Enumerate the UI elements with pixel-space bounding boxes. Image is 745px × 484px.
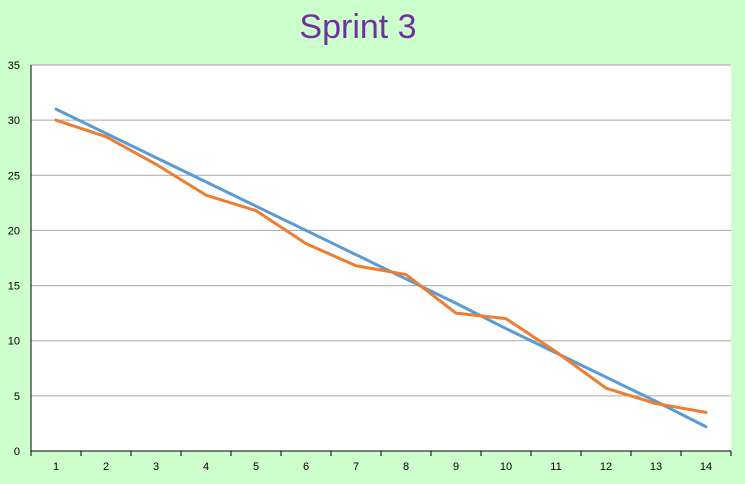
y-tick-label: 5	[14, 391, 20, 403]
x-tick-label: 10	[500, 461, 512, 473]
y-tick-label: 30	[8, 115, 20, 127]
chart-title: Sprint 3	[299, 8, 416, 46]
series-line-1	[54, 107, 708, 429]
series-lines	[54, 107, 708, 429]
gridlines	[31, 64, 731, 397]
y-tick-label: 35	[8, 60, 20, 72]
y-tick-label: 10	[8, 336, 20, 348]
x-tick-label: 6	[303, 461, 309, 473]
series-line-2	[54, 118, 708, 414]
x-tick-label: 1	[53, 461, 59, 473]
x-tick-label: 4	[203, 461, 209, 473]
y-tick-label: 15	[8, 281, 20, 293]
x-tick-label: 7	[353, 461, 359, 473]
x-tick-label: 5	[253, 461, 259, 473]
x-tick-label: 3	[153, 461, 159, 473]
axes	[30, 65, 732, 456]
y-tick-label: 25	[8, 170, 20, 182]
x-tick-label: 12	[600, 461, 612, 473]
x-tick-label: 2	[103, 461, 109, 473]
x-tick-label: 11	[550, 461, 561, 473]
x-tick-label: 14	[700, 461, 712, 473]
x-tick-label: 13	[650, 461, 662, 473]
x-tick-label: 9	[453, 461, 459, 473]
y-tick-label: 0	[14, 446, 20, 458]
plot-area	[31, 65, 731, 451]
y-tick-label: 20	[8, 225, 20, 237]
x-tick-label: 8	[403, 461, 409, 473]
